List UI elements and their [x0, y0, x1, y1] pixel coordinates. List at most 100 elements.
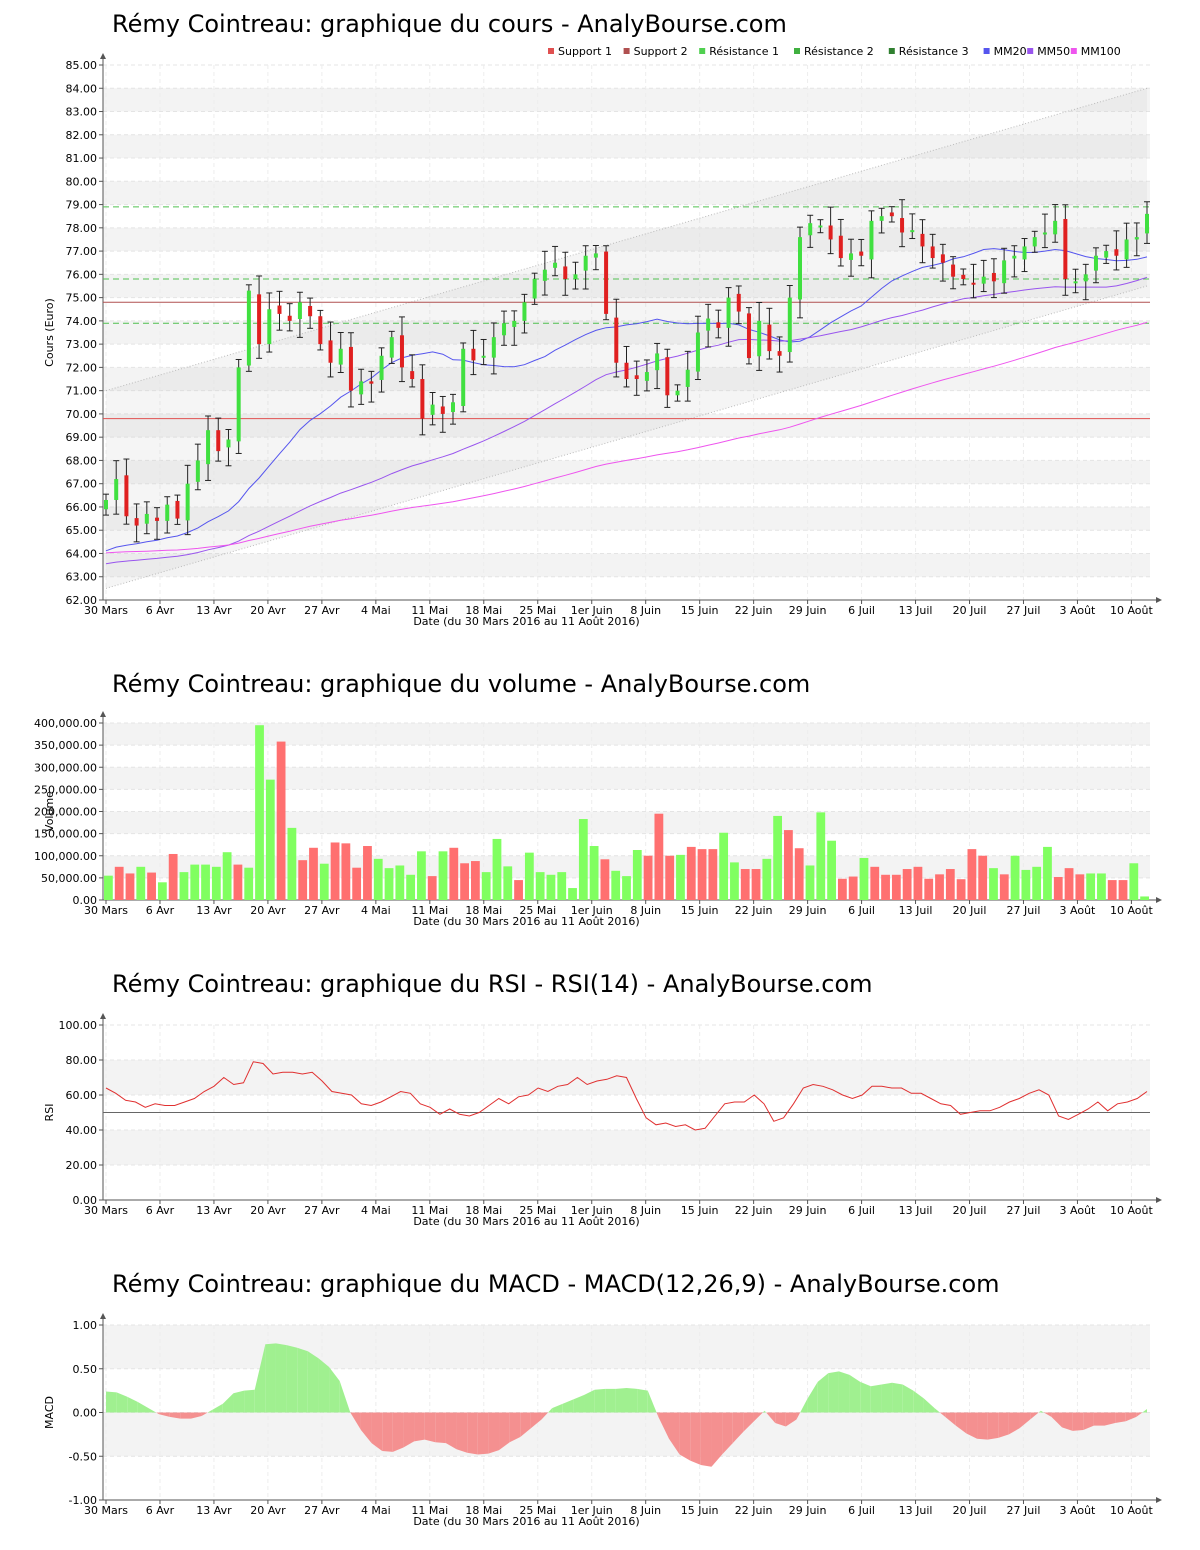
candle-body	[593, 253, 598, 258]
rsi-xtick-label: 13 Juil	[899, 1204, 933, 1217]
macd-area-segment	[1115, 1412, 1126, 1423]
candle-body	[573, 274, 578, 279]
macd-area-segment	[913, 1390, 924, 1413]
macd-area-segment	[656, 1412, 659, 1417]
macd-xtick-label: 18 Mai	[465, 1504, 502, 1517]
rsi-xtick-label: 1er Juin	[571, 1204, 613, 1217]
candle-body	[604, 251, 609, 314]
macd-xtick-label: 13 Juil	[899, 1504, 933, 1517]
volume-bar	[827, 840, 836, 900]
candle-body	[1063, 218, 1068, 279]
macd-area-segment	[977, 1412, 988, 1440]
rsi-y-arrow	[100, 1013, 106, 1019]
volume-ytick-label: 150,000.00	[34, 828, 97, 841]
legend-swatch	[794, 48, 800, 54]
macd-area-segment	[955, 1412, 967, 1434]
volume-bar	[751, 869, 761, 900]
macd-area-segment	[573, 1395, 585, 1413]
volume-bar	[740, 869, 750, 900]
price-xtick-label: 29 Juin	[789, 604, 827, 617]
volume-bar	[708, 849, 718, 900]
volume-ytick-label: 0.00	[73, 894, 98, 907]
macd-area-segment	[1019, 1412, 1031, 1429]
macd-area-segment	[360, 1412, 372, 1444]
volume-bar	[1032, 866, 1042, 900]
macd-area-segment	[722, 1412, 733, 1455]
macd-area-segment	[1072, 1412, 1084, 1431]
candle-body	[655, 353, 660, 371]
volume-bar	[373, 858, 383, 900]
volume-bar	[665, 855, 675, 900]
volume-bar	[1075, 874, 1085, 900]
legend-label-6: MM20	[994, 45, 1027, 58]
rsi-xtick-label: 20 Juil	[953, 1204, 987, 1217]
candle-body	[900, 218, 905, 233]
price-ytick-label: 68.00	[66, 454, 98, 467]
volume-bar	[643, 855, 653, 900]
candle-body	[930, 246, 935, 259]
price-xtick-label: 1er Juin	[571, 604, 613, 617]
volume-bar	[276, 741, 286, 900]
legend-label-7: MM50	[1037, 45, 1070, 58]
candle-body	[104, 499, 108, 510]
macd-area-segment	[286, 1345, 298, 1413]
rsi-xtick-label: 3 Août	[1060, 1204, 1097, 1217]
macd-area-segment	[244, 1389, 255, 1413]
rsi-line	[105, 1061, 1148, 1131]
price-xtick-label: 11 Mai	[411, 604, 448, 617]
volume-bar	[255, 725, 264, 900]
macd-ytick-label: 1.00	[73, 1319, 98, 1332]
candle-body	[308, 305, 313, 317]
volume-ytick-label: 200,000.00	[34, 806, 97, 819]
candle-body	[553, 262, 558, 268]
macd-area-segment	[403, 1412, 415, 1448]
macd-ytick-label: 0.00	[73, 1407, 98, 1420]
price-grid-band	[103, 506, 1150, 531]
volume-bar	[686, 846, 696, 900]
macd-ytick-label: 0.50	[73, 1363, 98, 1376]
volume-bar	[449, 847, 459, 900]
candle-body	[869, 220, 874, 260]
candle-body	[981, 276, 986, 284]
macd-area-segment	[477, 1412, 489, 1455]
macd-xtick-label: 8 Juin	[630, 1504, 661, 1517]
price-ytick-label: 78.00	[66, 222, 98, 235]
rsi-xtick-label: 18 Mai	[465, 1204, 502, 1217]
rsi-ytick-label: 100.00	[59, 1019, 98, 1032]
price-ylabel: Cours (Euro)	[43, 298, 56, 367]
macd-chart-title: Rémy Cointreau: graphique du MACD - MACD…	[112, 1270, 1000, 1298]
candle-body	[246, 290, 251, 366]
macd-area-segment	[800, 1399, 808, 1413]
volume-bar	[945, 869, 955, 900]
price-grid-band	[103, 181, 1150, 205]
macd-area-segment	[998, 1412, 1009, 1438]
legend-swatch	[1027, 48, 1034, 54]
volume-bar	[319, 863, 329, 900]
macd-xtick-label: 6 Juil	[848, 1504, 875, 1517]
macd-area-segment	[212, 1403, 223, 1413]
volume-bar	[805, 865, 815, 900]
candle-body	[940, 254, 945, 263]
macd-area-segment	[1093, 1412, 1105, 1426]
legend-swatch	[888, 48, 895, 54]
volume-bar	[503, 866, 513, 900]
macd-area-segment	[934, 1408, 940, 1413]
volume-bar	[989, 868, 998, 900]
macd-xtick-label: 27 Avr	[304, 1504, 340, 1517]
volume-bar	[837, 878, 847, 900]
rsi-chart-panel: Rémy Cointreau: graphique du RSI - RSI(1…	[0, 960, 1200, 1240]
price-xtick-label: 27 Juil	[1007, 604, 1041, 617]
trend-channel-lower	[105, 285, 1148, 589]
macd-x-arrow	[1156, 1497, 1162, 1503]
candle-body	[236, 367, 241, 442]
macd-ytick-label: -1.00	[69, 1494, 97, 1507]
price-xtick-label: 3 Août	[1060, 604, 1097, 617]
macd-xtick-label: 22 Juin	[735, 1504, 773, 1517]
rsi-ytick-label: 80.00	[66, 1054, 98, 1067]
candle-body	[399, 335, 404, 368]
volume-bar	[1097, 873, 1106, 900]
candle-body	[1093, 255, 1098, 271]
volume-xtick-label: 8 Juin	[630, 904, 661, 917]
candle-body	[859, 251, 864, 256]
rsi-xtick-label: 10 Août	[1110, 1204, 1154, 1217]
